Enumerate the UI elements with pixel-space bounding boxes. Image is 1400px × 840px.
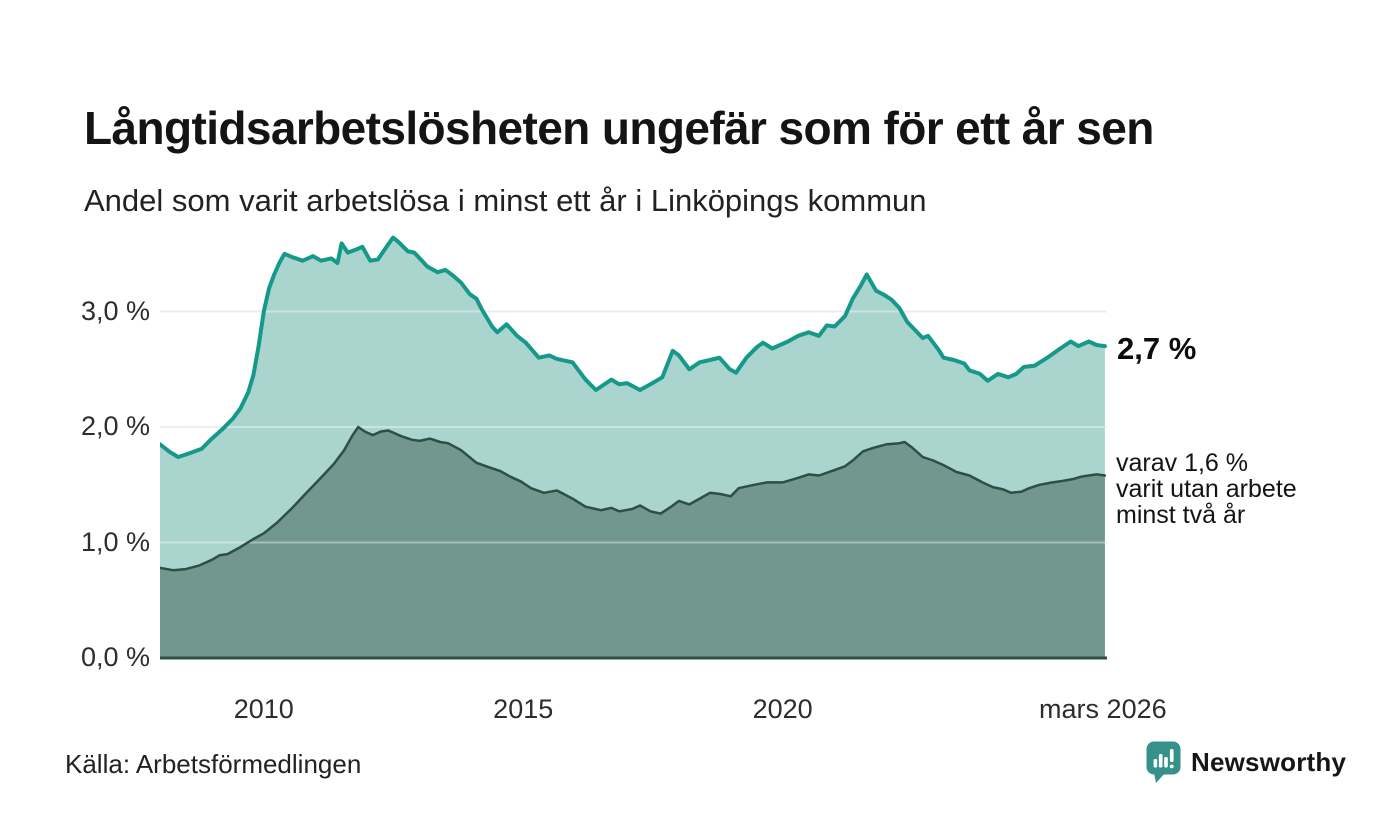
x-tick-label: mars 2026 <box>1039 694 1167 724</box>
area-fill-series2 <box>160 427 1105 658</box>
page-subtitle: Andel som varit arbetslösa i minst ett å… <box>84 183 927 218</box>
x-tick-label: 2010 <box>233 694 294 724</box>
source-note: Källa: Arbetsförmedlingen <box>65 749 362 779</box>
y-tick-label: 0,0 % <box>80 642 150 672</box>
area-chart <box>158 218 1107 660</box>
brand-name: Newsworthy <box>1191 746 1347 777</box>
y-tick-label: 2,0 % <box>80 411 150 441</box>
trend-line-series2 <box>158 425 1107 572</box>
page-title: Långtidsarbetslösheten ungefär som för e… <box>84 101 1154 154</box>
trend-line-series1 <box>158 235 1107 459</box>
x-tick-label: 2015 <box>493 694 554 724</box>
annotation-secondary-line2: varit utan arbete <box>1116 475 1297 503</box>
annotation-latest-value: 2,7 % <box>1117 331 1197 366</box>
brand-logo: Newsworthy <box>1146 741 1346 783</box>
chart-svg <box>158 235 1107 660</box>
annotation-secondary-line3: minst två år <box>1116 501 1246 529</box>
annotation-secondary-series: varav 1,6 % varit utan arbete minst två … <box>1116 450 1297 528</box>
x-tick-label: 2020 <box>752 694 813 724</box>
y-tick-label: 3,0 % <box>80 295 150 326</box>
annotation-secondary-line1: varav 1,6 % <box>1116 449 1249 477</box>
y-tick-label: 1,0 % <box>80 526 150 557</box>
newsworthy-icon <box>1146 741 1181 783</box>
